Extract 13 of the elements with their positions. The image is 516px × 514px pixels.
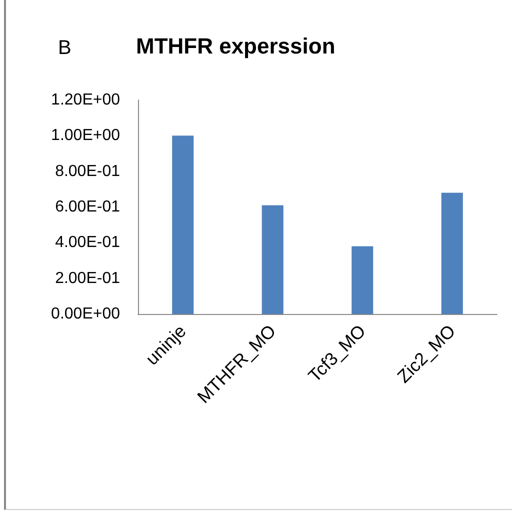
y-tick-label: 2.00E-01 <box>55 270 120 287</box>
y-tick-label: 8.00E-01 <box>55 162 120 180</box>
bar <box>262 205 284 314</box>
bar <box>172 136 194 314</box>
y-tick-label: 4.00E-01 <box>55 234 120 252</box>
bar <box>441 192 463 314</box>
y-tick-label: 1.20E+00 <box>51 92 120 108</box>
bar <box>352 246 374 314</box>
y-tick-label: 0.00E+00 <box>51 306 120 322</box>
chart-title: MTHFR experssion <box>136 34 336 58</box>
y-tick-label: 1.00E+00 <box>51 127 120 144</box>
text: B <box>58 37 72 59</box>
y-tick-label: 6.00E-01 <box>55 198 120 216</box>
